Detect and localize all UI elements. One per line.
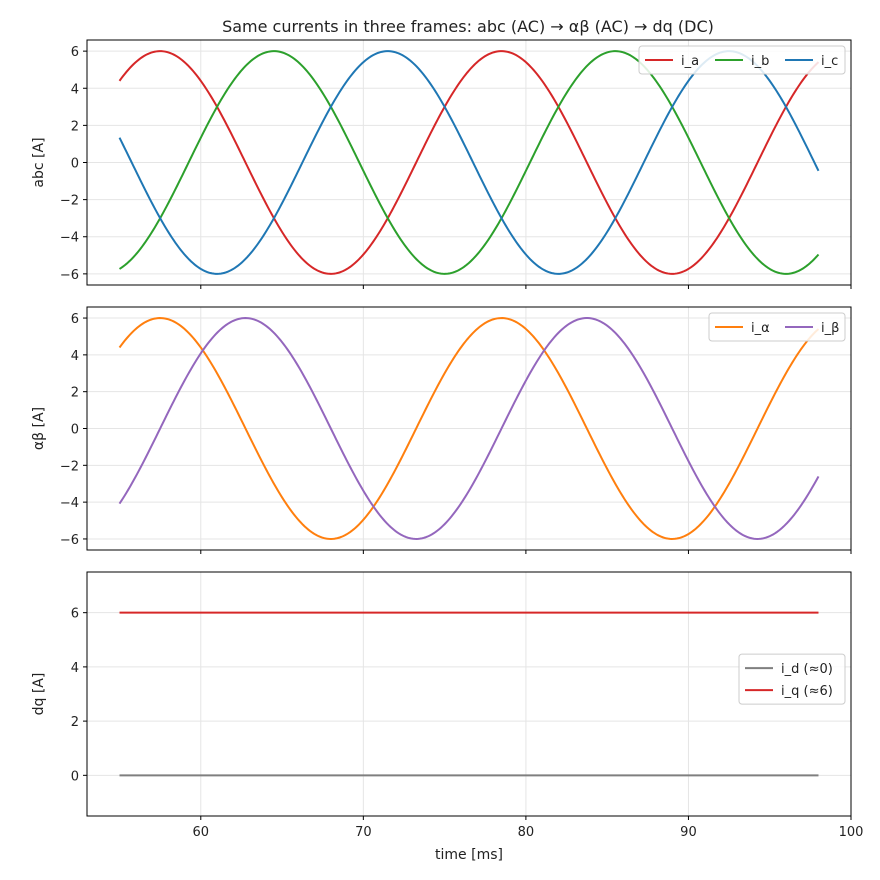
y-tick-label: 6: [71, 45, 79, 60]
series-line-i: [118, 317, 820, 540]
panels: −6 −4 −2 0 2 4 6 abc [A] i_a i_b i_c −6 −4 −2 0 2 4 6 αβ […: [31, 39, 864, 863]
y-tick-label: −4: [60, 496, 79, 511]
y-tick-label: 4: [71, 349, 79, 364]
panel-alphabeta: −6 −4 −2 0 2 4 6 αβ [A] i_α i_β: [31, 306, 852, 554]
y-tick-label: 4: [71, 82, 79, 97]
series-line-i: [118, 317, 820, 540]
axes-frame-dq: [86, 571, 852, 817]
y-tick-label: 0: [71, 157, 79, 172]
legend-box: [708, 312, 846, 342]
legend-label-i-q-6: i_q (≈6): [781, 684, 833, 699]
x-tick-label: 60: [193, 825, 210, 840]
legend-dq: i_d (≈0) i_q (≈6): [738, 653, 846, 705]
y-tick-label: 4: [71, 661, 79, 676]
legend-label-i-c: i_c: [821, 54, 838, 69]
y-tick-label: 6: [71, 607, 79, 622]
y-tick-label: 2: [71, 715, 79, 730]
panel-abc: −6 −4 −2 0 2 4 6 abc [A] i_a i_b i_c: [31, 39, 852, 289]
legend-label-i-d-0: i_d (≈0): [781, 662, 833, 677]
y-tick-label: −6: [60, 533, 79, 548]
y-tick-label: −2: [60, 194, 79, 209]
x-tick-label: 90: [680, 825, 697, 840]
series-line-i-a: [118, 50, 820, 275]
x-tick-label: 80: [518, 825, 535, 840]
chart-title: Same currents in three frames: abc (AC) …: [222, 17, 714, 36]
legend-label-i: i_α: [751, 321, 770, 336]
y-tick-label: −6: [60, 268, 79, 283]
y-tick-label: −4: [60, 231, 79, 246]
legend-label-i-b: i_b: [751, 54, 769, 69]
x-tick-label: 70: [355, 825, 372, 840]
y-tick-label: 0: [71, 423, 79, 438]
series-group-alphabeta: [118, 317, 820, 540]
y-axis-label: abc [A]: [31, 137, 47, 187]
legend-label-i: i_β: [821, 321, 839, 336]
y-tick-label: 6: [71, 312, 79, 327]
y-tick-label: 2: [71, 119, 79, 134]
y-axis-label: αβ [A]: [31, 407, 47, 450]
series-group-dq: [119, 611, 819, 777]
legend-alphabeta: i_α i_β: [708, 312, 846, 342]
legend-abc: i_a i_b i_c: [638, 45, 846, 75]
legend-box: [738, 653, 846, 705]
y-tick-label: −2: [60, 459, 79, 474]
y-tick-label: 2: [71, 386, 79, 401]
series-line-i-b: [118, 50, 820, 275]
y-axis-label: dq [A]: [31, 673, 47, 716]
x-tick-label: 100: [839, 825, 864, 840]
legend-label-i-a: i_a: [681, 54, 699, 69]
x-axis-label: time [ms]: [435, 847, 503, 863]
y-tick-label: 0: [71, 769, 79, 784]
